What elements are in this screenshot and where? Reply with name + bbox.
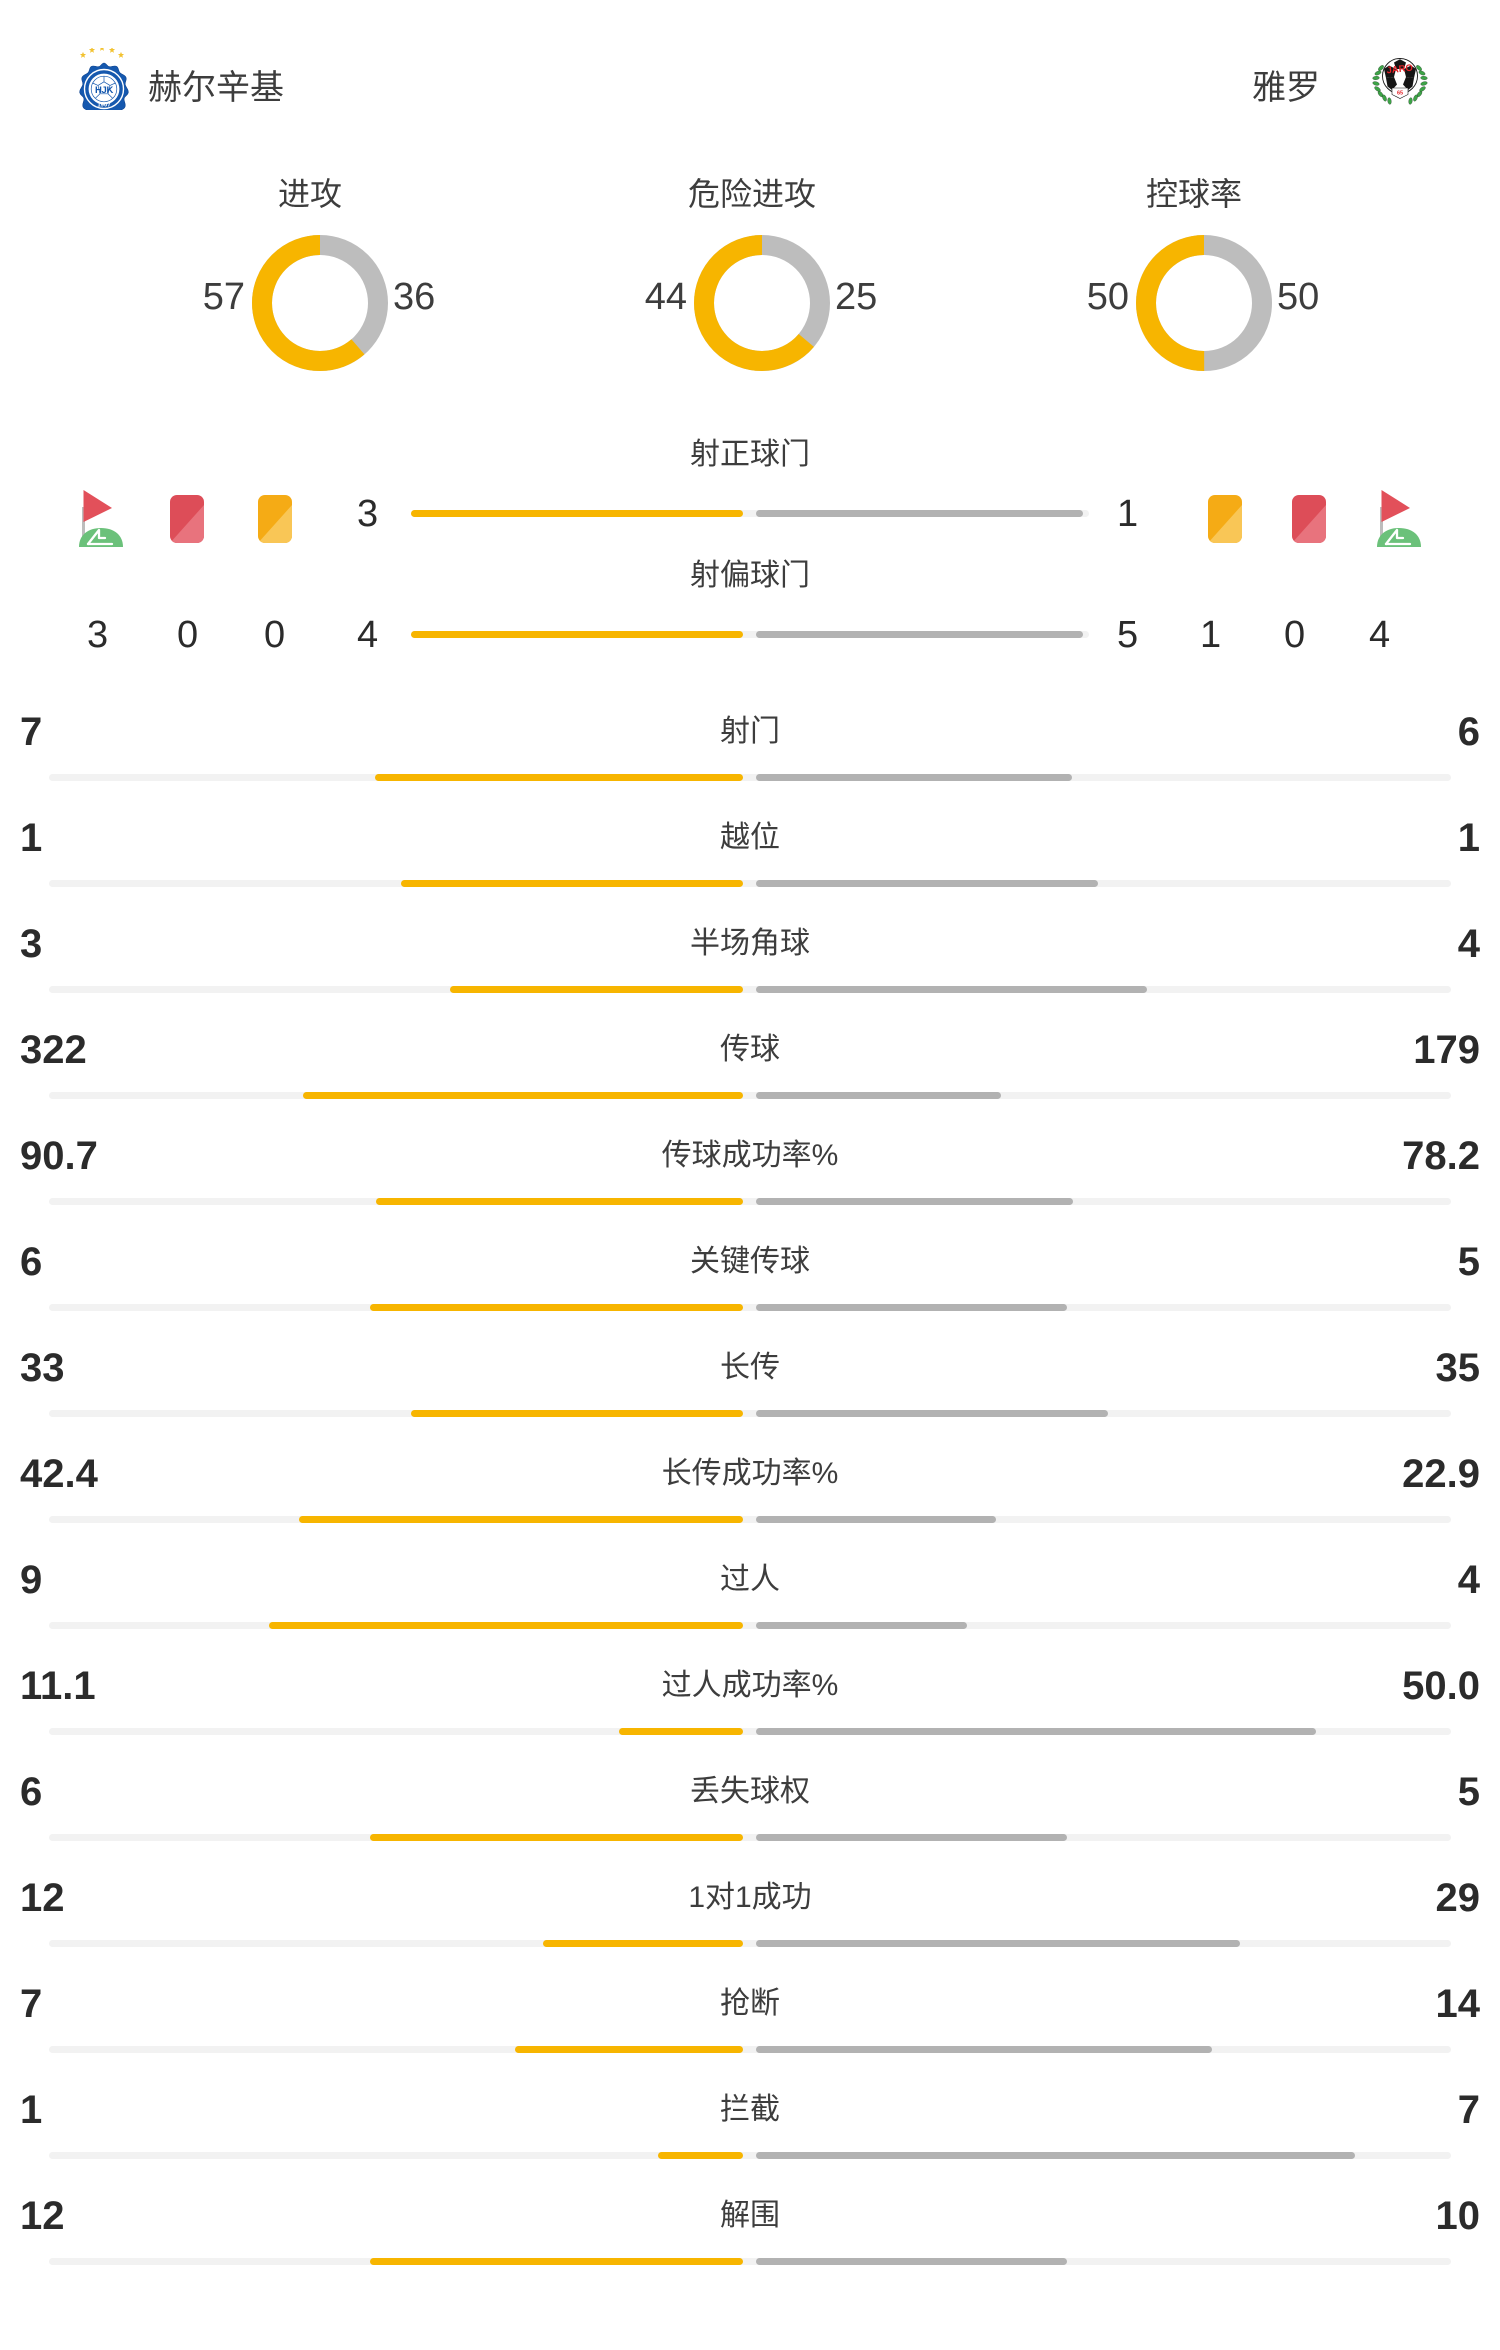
svg-text:HJK: HJK (95, 85, 114, 96)
svg-text:65: 65 (1397, 91, 1403, 97)
svg-text:1907: 1907 (97, 103, 111, 109)
